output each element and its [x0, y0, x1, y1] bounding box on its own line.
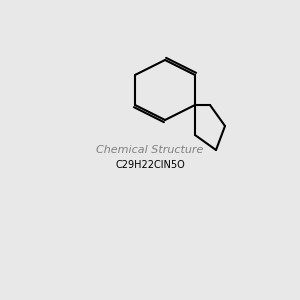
Text: C29H22ClN5O: C29H22ClN5O: [115, 160, 185, 170]
Text: Chemical Structure: Chemical Structure: [96, 145, 204, 155]
